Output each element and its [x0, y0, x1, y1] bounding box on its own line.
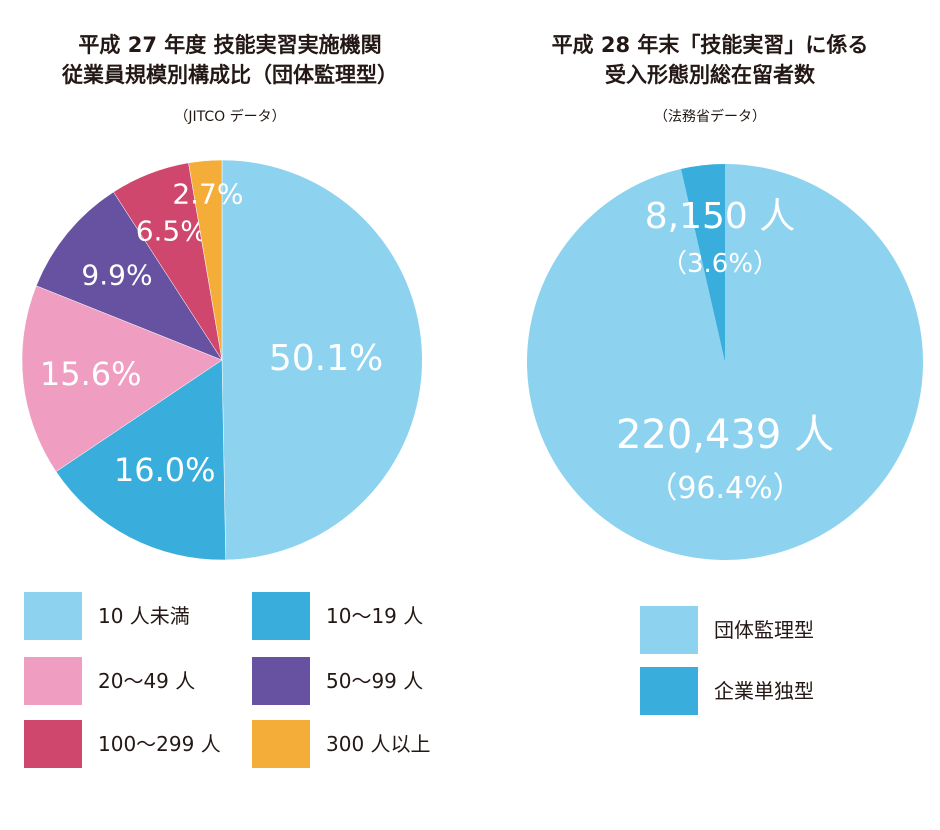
- right-pie-slice: [527, 164, 924, 560]
- right-legend-label: 企業単独型: [714, 679, 814, 703]
- left-pie-slice: [35, 191, 223, 361]
- left-legend-swatch: [24, 720, 82, 768]
- right-pie-value-label: 8,150 人: [645, 196, 796, 237]
- left-pie-slice-label: 2.7%: [172, 178, 243, 211]
- left-pie-slice: [188, 159, 223, 361]
- right-chart-subtitle: （法務省データ）: [654, 109, 766, 125]
- left-pie-slice-label: 15.6%: [40, 355, 142, 393]
- left-legend-swatch: [252, 657, 310, 705]
- left-chart-title: 平成 27 年度 技能実習実施機関 従業員規模別構成比（団体監理型）: [0, 30, 460, 90]
- left-legend-label: 100〜299 人: [98, 732, 221, 756]
- left-pie-slice: [21, 285, 223, 472]
- right-pie-percent-label: （3.6%）: [661, 249, 779, 279]
- left-pie-slice-label: 6.5%: [136, 215, 207, 248]
- right-chart-title: 平成 28 年末「技能実習」に係る 受入形態別総在留者数: [490, 30, 930, 90]
- pie-charts: 50.1% 16.0% 15.6% 9.9% 6.5% 2.7% 220,439 人 （96…: [21, 159, 924, 561]
- left-legend-label: 300 人以上: [326, 732, 431, 756]
- left-legend-swatch: [24, 657, 82, 705]
- right-legend-swatch: [640, 667, 698, 715]
- left-chart-subtitle: （JITCO データ）: [174, 109, 286, 125]
- left-legend-label: 10 人未満: [98, 604, 190, 628]
- left-pie-slice-label: 50.1%: [269, 338, 383, 379]
- left-legend-swatch: [24, 592, 82, 640]
- left-pie-chart: 50.1% 16.0% 15.6% 9.9% 6.5% 2.7%: [21, 159, 423, 561]
- right-legend-swatch: [640, 606, 698, 654]
- left-legend-swatch: [252, 720, 310, 768]
- left-pie-slice: [221, 159, 423, 561]
- right-chart-title-line2: 受入形態別総在留者数: [605, 63, 815, 87]
- left-legend-label: 20〜49 人: [98, 669, 196, 693]
- left-chart-title-line2: 従業員規模別構成比（団体監理型）: [62, 63, 398, 87]
- right-chart-title-line1: 平成 28 年末「技能実習」に係る: [551, 33, 869, 57]
- right-pie-value-label: 220,439 人: [616, 412, 834, 458]
- left-pie-slice-label: 9.9%: [81, 259, 152, 292]
- left-legend-label: 50〜99 人: [326, 669, 424, 693]
- right-pie-chart: 220,439 人 （96.4%） 8,150 人 （3.6%）: [527, 164, 924, 560]
- left-pie-slice: [55, 359, 226, 561]
- left-legend-label: 10〜19 人: [326, 604, 424, 628]
- left-chart-title-line1: 平成 27 年度 技能実習実施機関: [78, 33, 382, 57]
- left-pie-slice-label: 16.0%: [114, 451, 216, 489]
- right-pie-percent-label: （96.4%）: [647, 471, 802, 506]
- right-pie-slice: [681, 164, 725, 362]
- left-legend-swatch: [252, 592, 310, 640]
- right-legend-label: 団体監理型: [714, 618, 814, 642]
